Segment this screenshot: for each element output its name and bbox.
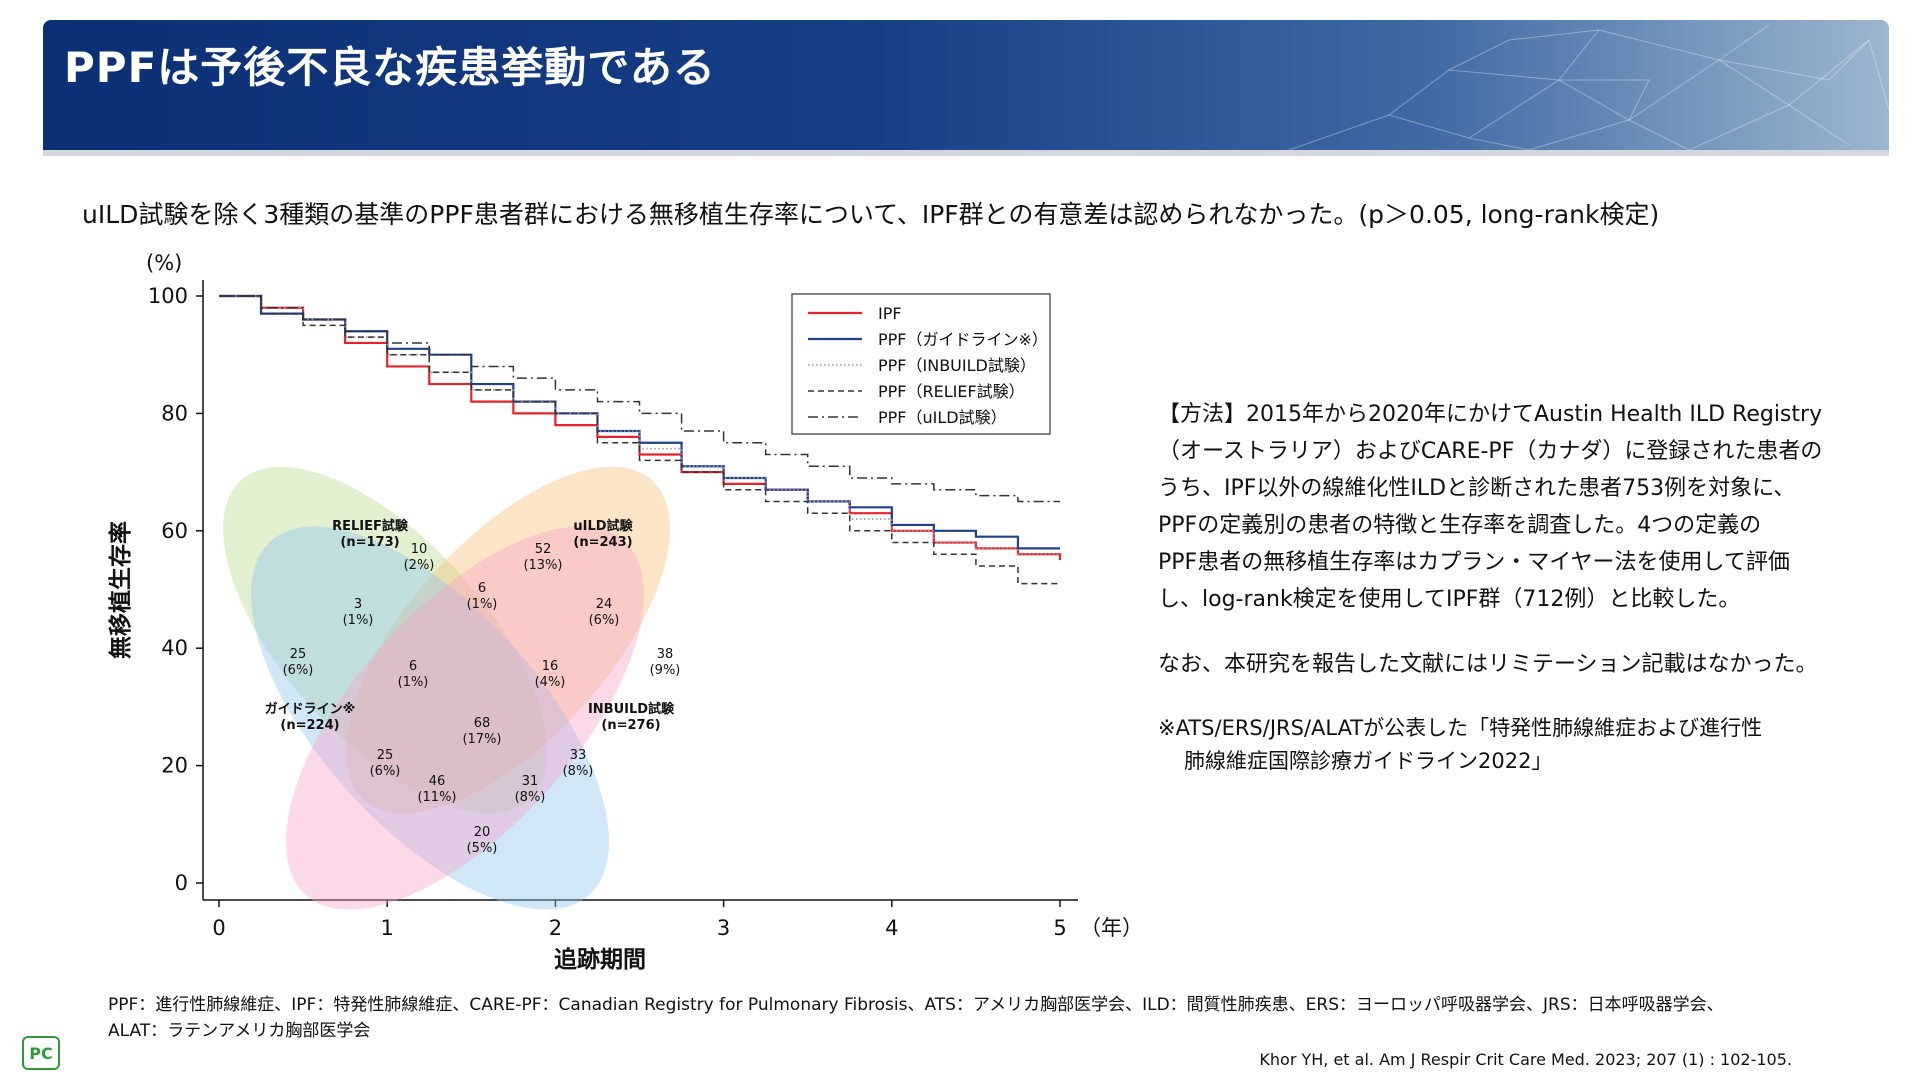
venn-region-count: 25	[377, 748, 394, 763]
venn-set-label: uILD試験	[573, 518, 633, 534]
x-tick-label: 4	[885, 916, 898, 940]
venn-region-pct: (1%)	[467, 597, 498, 612]
venn-region-pct: (11%)	[417, 790, 456, 805]
venn-region-pct: (8%)	[563, 764, 594, 779]
legend-entry-label: PPF（ガイドライン※）	[878, 330, 1048, 349]
venn-region-count: 3	[354, 597, 362, 612]
venn-region-count: 20	[474, 825, 491, 840]
company-logo: PC	[22, 1036, 60, 1070]
footnote-line: 肺線維症国際診療ガイドライン2022」	[1184, 749, 1553, 773]
y-unit-label: (%)	[146, 251, 182, 275]
venn-region-pct: (6%)	[370, 764, 401, 779]
venn-region-count: 25	[290, 647, 307, 662]
legend-box	[791, 293, 1051, 435]
venn-set-n: (n=243)	[573, 535, 632, 550]
chart-axes: 0 20 40 60 80 100 0 1 2 3 4 5 (%) （年） 追跡期間 無移植生存率	[107, 251, 1140, 973]
y-tick-label: 0	[175, 871, 188, 895]
survival-curve-line	[219, 295, 1060, 556]
venn-region-count: 6	[409, 659, 417, 674]
y-tick-label: 60	[161, 519, 188, 543]
method-line: し、log-rank検定を使用してIPF群（712例）と比較した。	[1158, 587, 1741, 612]
guideline-footnote: ※ATS/ERS/JRS/ALATが公表した「特発性肺線維症および進行性 肺線維…	[1158, 712, 1878, 778]
x-tick-label: 2	[549, 916, 562, 940]
chart-legend: IPF PPF（ガイドライン※） PPF（INBUILD試験） PPF（RELIEF試…	[791, 293, 1051, 435]
venn-region-count: 38	[657, 647, 674, 662]
survival-curve-line	[219, 294, 1062, 561]
x-unit-label: （年）	[1080, 916, 1140, 940]
x-axis-title: 追跡期間	[554, 946, 646, 973]
method-line: うち、IPF以外の線維化性ILDと診断された患者753例を対象に、	[1158, 476, 1796, 501]
limitation-text: なお、本研究を報告した文献にはリミテーション記載はなかった。	[1158, 652, 1818, 677]
survival-chart: 0 20 40 60 80 100 0 1 2 3 4 5 (%) （年） 追跡期間 無移植生存率 RELIE…	[107, 251, 1140, 973]
footnote-line: ※ATS/ERS/JRS/ALATが公表した「特発性肺線維症および進行性	[1158, 716, 1763, 740]
y-tick-label: 20	[161, 754, 188, 778]
venn-set-label: INBUILD試験	[588, 701, 675, 717]
venn-region-pct: (17%)	[462, 732, 501, 747]
network-pattern-icon	[1288, 24, 1889, 150]
venn-region-count: 6	[478, 581, 486, 596]
x-tick-label: 0	[212, 916, 225, 940]
legend-entry-label: PPF（RELIEF試験）	[878, 382, 1025, 401]
legend-entry-label: PPF（uILD試験）	[878, 408, 1007, 427]
venn-region-pct: (4%)	[535, 675, 566, 690]
venn-set-ellipse	[250, 526, 610, 910]
venn-region-count: 33	[570, 748, 587, 763]
survival-curves	[219, 294, 1062, 585]
abbr-line: ALAT：ラテンアメリカ胸部医学会	[108, 1021, 371, 1041]
venn-region-pct: (13%)	[523, 558, 562, 573]
title-banner	[43, 20, 1889, 150]
venn-region-count: 68	[474, 716, 491, 731]
summary-subtitle: uILD試験を除く3種類の基準のPPF患者群における無移植生存率について、IPF…	[82, 200, 1660, 229]
venn-region-count: 24	[596, 597, 613, 612]
venn-set-ellipse	[285, 526, 645, 910]
x-tick-label: 3	[717, 916, 730, 940]
venn-region-pct: (1%)	[343, 613, 374, 628]
venn-region-pct: (6%)	[589, 613, 620, 628]
survival-curve-line	[219, 295, 1060, 503]
venn-region-pct: (8%)	[515, 790, 546, 805]
venn-region-count: 10	[411, 542, 428, 557]
x-tick-label: 5	[1053, 916, 1066, 940]
venn-region-count: 46	[429, 774, 446, 789]
venn-region-pct: (9%)	[650, 663, 681, 678]
venn-region-count: 16	[542, 659, 559, 674]
venn-region-pct: (6%)	[283, 663, 314, 678]
page-title: PPFは予後不良な疾患挙動である	[64, 43, 716, 92]
method-text: 【方法】2015年から2020年にかけてAustin Health ILD Re…	[1158, 396, 1858, 683]
y-tick-label: 40	[161, 636, 188, 660]
venn-region-pct: (2%)	[404, 558, 435, 573]
venn-set-ellipse	[223, 466, 547, 814]
venn-set-n: (n=224)	[280, 718, 339, 733]
survival-curve-line	[219, 295, 1060, 585]
venn-set-ellipse	[346, 466, 670, 814]
venn-region-count: 31	[522, 774, 539, 789]
citation: Khor YH, et al. Am J Respir Crit Care Me…	[1259, 1050, 1792, 1069]
venn-set-label: ガイドライン※	[265, 702, 356, 717]
y-tick-label: 80	[161, 401, 188, 425]
legend-entry-label: IPF	[878, 304, 902, 323]
abbr-line: PPF：進行性肺線維症、IPF：特発性肺線維症、CARE-PF：Canadian…	[108, 995, 1724, 1015]
y-tick-label: 100	[148, 284, 188, 308]
venn-region-pct: (1%)	[398, 675, 429, 690]
method-line: （オーストラリア）およびCARE-PF（カナダ）に登録された患者の	[1158, 439, 1823, 464]
method-line: PPFの定義別の患者の特徴と生存率を調査した。4つの定義の	[1158, 513, 1762, 538]
y-axis-title: 無移植生存率	[107, 521, 134, 659]
legend-entry-label: PPF（INBUILD試験）	[878, 356, 1036, 375]
venn-set-n: (n=173)	[340, 535, 399, 550]
abbreviations: PPF：進行性肺線維症、IPF：特発性肺線維症、CARE-PF：Canadian…	[108, 992, 1868, 1044]
method-line: PPF患者の無移植生存率はカプラン・マイヤー法を使用して評価	[1158, 550, 1790, 575]
venn-region-pct: (5%)	[467, 841, 498, 856]
venn-set-label: RELIEF試験	[332, 518, 409, 534]
method-line: 【方法】2015年から2020年にかけてAustin Health ILD Re…	[1158, 402, 1823, 427]
venn-region-count: 52	[535, 542, 552, 557]
venn-diagram: RELIEF試験(n=173) uILD試験(n=243) ガイドライン※(n=22…	[223, 466, 681, 910]
venn-set-n: (n=276)	[601, 718, 660, 733]
x-tick-label: 1	[381, 916, 394, 940]
